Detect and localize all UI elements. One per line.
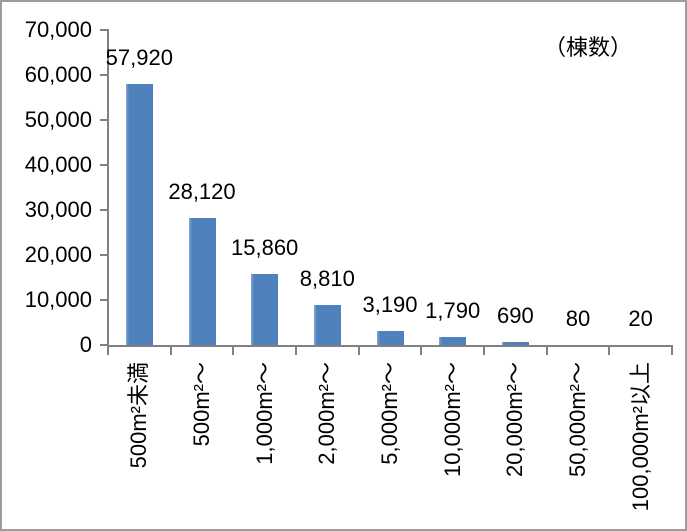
category-label: 100,000m²以上 — [627, 362, 653, 512]
y-tick-label: 60,000 — [24, 62, 92, 87]
bar — [439, 336, 467, 345]
y-axis-tick — [100, 29, 109, 31]
bar-value-label: 20 — [628, 305, 653, 331]
x-axis-tick — [483, 347, 485, 355]
bar — [125, 84, 153, 345]
x-axis-tick — [608, 347, 611, 355]
category-label: 20,000m²～ — [502, 362, 528, 477]
unit-label: （棟数） — [543, 35, 632, 60]
bar — [313, 305, 341, 345]
x-axis-tick — [107, 347, 109, 355]
x-axis-tick — [357, 347, 360, 355]
x-axis-tick — [169, 347, 172, 355]
y-axis-tick — [100, 164, 109, 166]
bar-value-label: 15,860 — [231, 234, 299, 260]
bar-value-label: 690 — [496, 302, 534, 328]
y-tick-label: 50,000 — [24, 107, 92, 132]
bar — [376, 330, 404, 345]
x-axis-tick — [295, 347, 297, 355]
x-axis — [107, 345, 673, 347]
category-label: 10,000m²～ — [439, 362, 465, 477]
x-axis-tick — [671, 347, 673, 355]
bar-value-label: 3,190 — [362, 291, 418, 317]
y-tick-label: 30,000 — [24, 197, 92, 222]
y-axis-tick — [100, 299, 109, 301]
y-axis-tick — [100, 254, 109, 256]
bar — [188, 218, 216, 345]
x-axis-tick — [232, 347, 235, 355]
y-tick-label: 0 — [79, 332, 92, 357]
y-axis-tick — [100, 119, 109, 121]
y-tick-label: 70,000 — [24, 17, 92, 42]
bar — [251, 273, 279, 345]
category-label: 1,000m²～ — [251, 362, 277, 465]
category-label: 500m²未満 — [126, 362, 152, 469]
bar-value-label: 8,810 — [299, 266, 355, 292]
bar-value-label: 57,920 — [105, 45, 173, 71]
category-label: 50,000m²～ — [565, 362, 590, 477]
y-axis-tick — [100, 344, 109, 346]
category-label: 5,000m²～ — [377, 362, 402, 465]
category-label: 500m²～ — [189, 362, 214, 447]
y-axis-tick — [100, 209, 109, 211]
bar-value-label: 28,120 — [168, 179, 236, 205]
bar-value-label: 1,790 — [425, 297, 481, 323]
y-axis-tick — [100, 74, 109, 76]
x-axis-tick — [545, 347, 548, 355]
category-label: 2,000m²～ — [314, 362, 340, 465]
y-tick-label: 10,000 — [24, 287, 92, 312]
y-axis — [107, 30, 109, 347]
bar-value-label: 80 — [565, 305, 591, 331]
bar — [501, 341, 529, 345]
y-tick-label: 40,000 — [24, 152, 92, 177]
y-tick-label: 20,000 — [24, 242, 92, 267]
x-axis-tick — [420, 347, 423, 355]
